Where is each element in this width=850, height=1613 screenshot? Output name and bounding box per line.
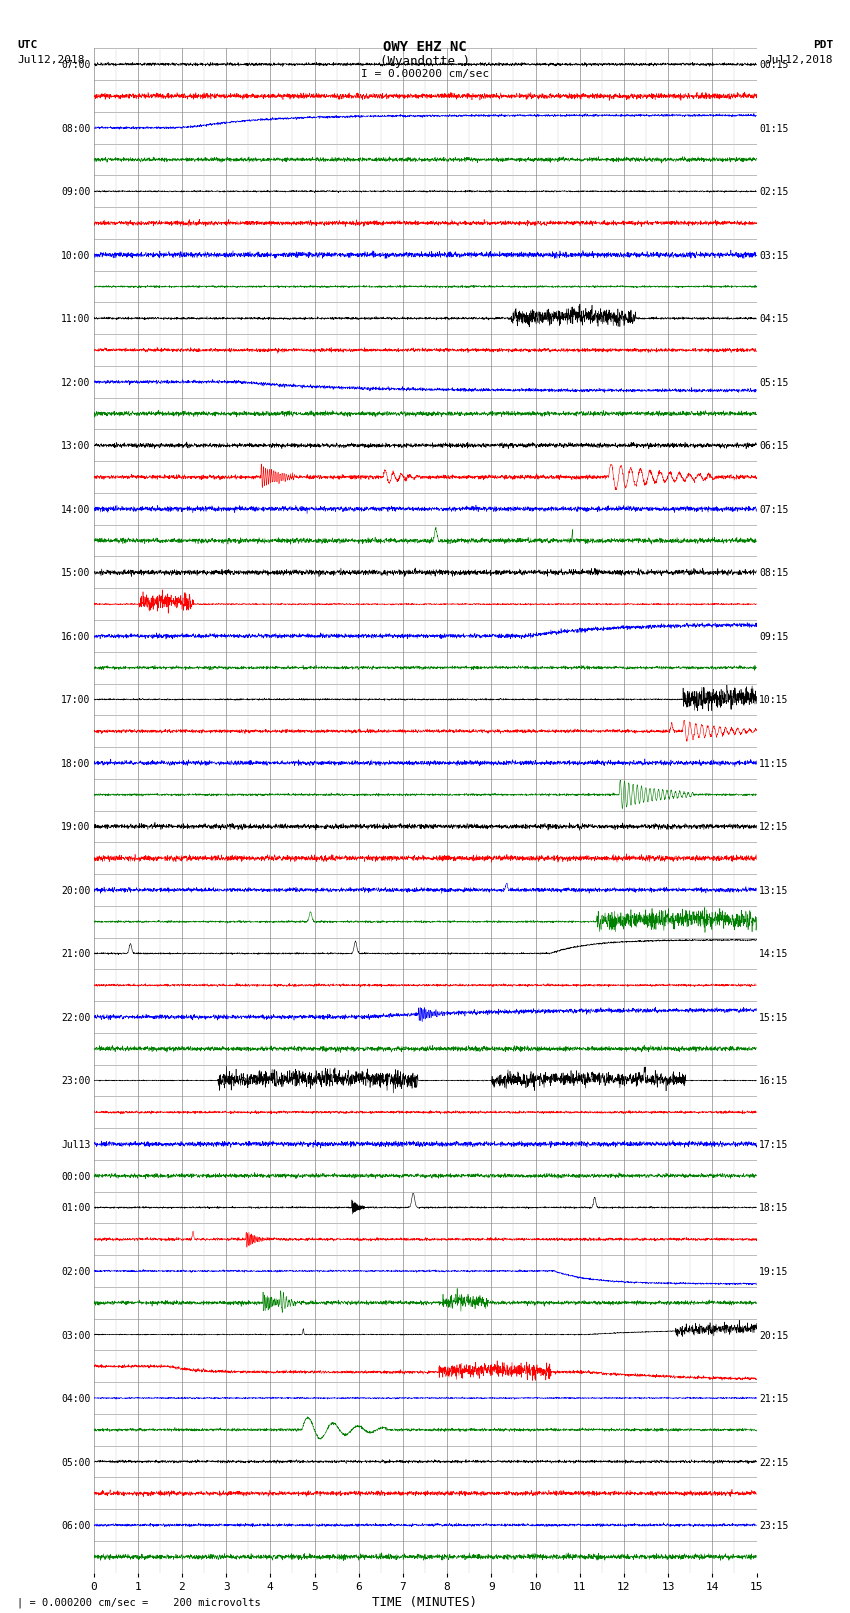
Text: PDT: PDT (813, 40, 833, 50)
X-axis label: TIME (MINUTES): TIME (MINUTES) (372, 1595, 478, 1608)
Text: Jul12,2018: Jul12,2018 (17, 55, 84, 65)
Text: OWY EHZ NC: OWY EHZ NC (383, 40, 467, 55)
Text: | = 0.000200 cm/sec =    200 microvolts: | = 0.000200 cm/sec = 200 microvolts (17, 1597, 261, 1608)
Text: I = 0.000200 cm/sec: I = 0.000200 cm/sec (361, 69, 489, 79)
Text: Jul12,2018: Jul12,2018 (766, 55, 833, 65)
Text: UTC: UTC (17, 40, 37, 50)
Text: (Wyandotte ): (Wyandotte ) (380, 55, 470, 68)
